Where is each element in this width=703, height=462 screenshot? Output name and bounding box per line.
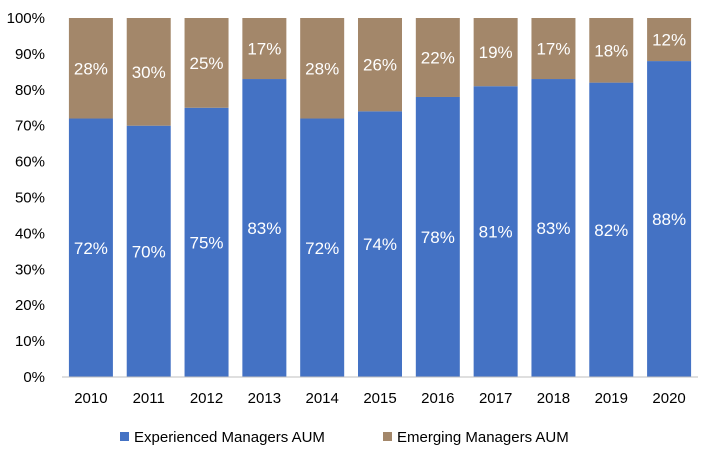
- bar-emerging-2016: [415, 18, 460, 97]
- bar-experienced-2016: [415, 96, 460, 377]
- bar-experienced-2018: [531, 79, 576, 377]
- data-label: 22%: [421, 48, 455, 67]
- legend: Experienced Managers AUM Emerging Manager…: [120, 429, 569, 446]
- bar-experienced-2015: [358, 111, 402, 377]
- legend-swatch: [120, 432, 129, 441]
- x-tick-label: 2015: [363, 390, 396, 407]
- bar-emerging-2020: [647, 18, 692, 62]
- x-tick-label: 2019: [595, 390, 628, 407]
- data-label: 28%: [74, 59, 108, 78]
- legend-label: Experienced Managers AUM: [134, 429, 325, 446]
- data-label: 88%: [652, 210, 686, 229]
- x-tick-label: 2014: [305, 390, 338, 407]
- bar-experienced-2020: [647, 61, 692, 378]
- x-tick-label: 2018: [537, 390, 570, 407]
- y-tick-label: 10%: [15, 333, 45, 350]
- bar-emerging-2015: [358, 18, 402, 112]
- y-axis: 0% 10% 20% 30% 40% 50% 60% 70% 80% 90% 100%: [7, 10, 45, 386]
- bar-experienced-2010: [68, 118, 113, 378]
- bar-emerging-2011: [126, 18, 171, 126]
- y-tick-label: 20%: [15, 297, 45, 314]
- data-label: 70%: [132, 242, 166, 261]
- bar-experienced-2019: [589, 82, 634, 378]
- bar-emerging-2014: [300, 18, 345, 119]
- data-label: 30%: [132, 63, 166, 82]
- bar-experienced-2012: [184, 107, 229, 377]
- y-tick-label: 30%: [15, 261, 45, 278]
- bar-experienced-2011: [126, 125, 171, 377]
- data-label: 83%: [536, 219, 570, 238]
- x-tick-label: 2013: [248, 390, 281, 407]
- x-tick-label: 2012: [190, 390, 223, 407]
- bar-experienced-2014: [300, 118, 345, 378]
- y-tick-label: 90%: [15, 46, 45, 63]
- y-tick-label: 0%: [23, 369, 45, 386]
- data-label: 25%: [190, 54, 224, 73]
- y-tick-label: 70%: [15, 118, 45, 135]
- data-label: 17%: [247, 40, 281, 59]
- data-label: 28%: [305, 59, 339, 78]
- legend-swatch: [383, 432, 392, 441]
- data-label: 75%: [190, 233, 224, 252]
- data-label: 83%: [247, 219, 281, 238]
- data-label: 19%: [479, 43, 513, 62]
- bar-emerging-2017: [473, 18, 518, 87]
- x-tick-label: 2017: [479, 390, 512, 407]
- data-label: 18%: [594, 41, 628, 60]
- bar-emerging-2019: [589, 18, 634, 83]
- data-label: 81%: [479, 223, 513, 242]
- bar-emerging-2010: [68, 18, 113, 119]
- bar-emerging-2018: [531, 18, 576, 80]
- data-label: 78%: [421, 228, 455, 247]
- bar-series: 72% 28% 70% 30% 75% 25% 83% 17% 72% 28% 74% 26% 78% 2…: [68, 18, 692, 378]
- x-tick-label: 2011: [133, 390, 165, 407]
- y-tick-label: 50%: [15, 190, 45, 207]
- x-tick-label: 2010: [74, 390, 107, 407]
- data-label: 12%: [652, 31, 686, 50]
- bar-experienced-2013: [242, 79, 287, 377]
- data-label: 17%: [536, 40, 570, 59]
- y-tick-label: 40%: [15, 225, 45, 242]
- x-axis: 2010 2011 2012 2013 2014 2015 2016 2017 2018 2019…: [62, 376, 698, 407]
- legend-label: Emerging Managers AUM: [397, 429, 569, 446]
- data-label: 72%: [305, 239, 339, 258]
- bar-emerging-2013: [242, 18, 287, 80]
- data-label: 72%: [74, 239, 108, 258]
- y-tick-label: 100%: [7, 10, 45, 27]
- y-tick-label: 60%: [15, 154, 45, 171]
- bar-experienced-2017: [473, 86, 518, 378]
- bar-emerging-2012: [184, 18, 229, 108]
- y-tick-label: 80%: [15, 82, 45, 99]
- data-label: 74%: [363, 235, 397, 254]
- data-label: 82%: [594, 221, 628, 240]
- x-tick-label: 2020: [652, 390, 685, 407]
- x-tick-label: 2016: [421, 390, 454, 407]
- data-label: 26%: [363, 56, 397, 75]
